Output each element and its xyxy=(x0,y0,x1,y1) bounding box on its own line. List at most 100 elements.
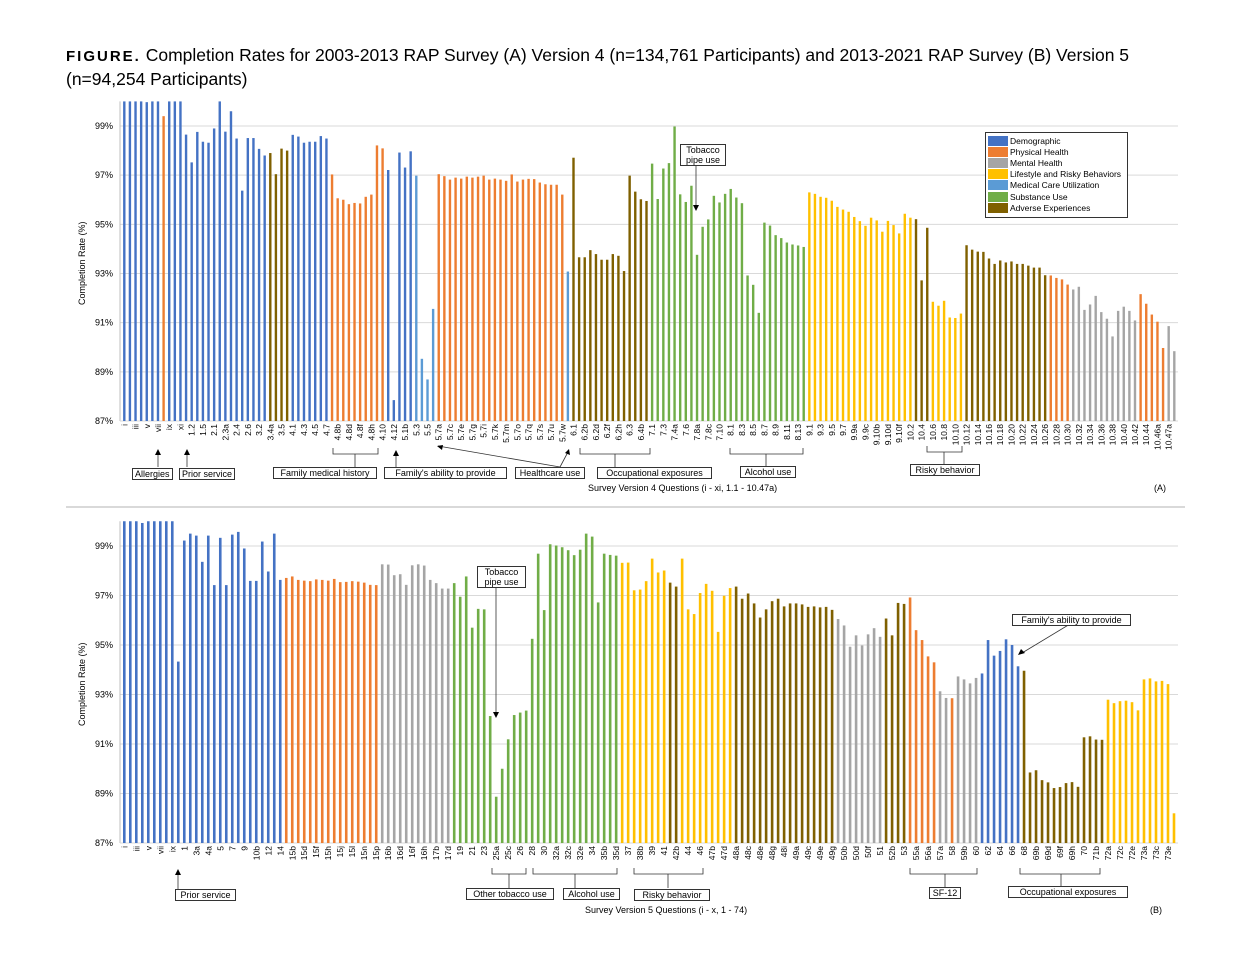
x-tick-label: 5.7u xyxy=(546,424,556,441)
x-tick-label: 72c xyxy=(1115,845,1125,859)
bar xyxy=(434,583,438,843)
bar xyxy=(914,630,918,843)
x-tick-label: 6.2f xyxy=(602,423,612,438)
x-tick-label: 5.7c xyxy=(445,423,455,440)
x-tick-label: 69d xyxy=(1043,846,1053,860)
bar xyxy=(342,199,345,421)
bar xyxy=(190,162,193,421)
x-tick-label: 9.9c xyxy=(860,423,870,440)
bar xyxy=(959,313,963,421)
x-tick-label: 10.20 xyxy=(1006,424,1016,446)
x-tick-label: 6.4b xyxy=(636,424,646,441)
bar xyxy=(1088,736,1092,843)
legend-swatch xyxy=(988,169,1008,180)
bar xyxy=(170,521,174,843)
bar xyxy=(701,226,704,421)
bar xyxy=(374,585,378,843)
bar xyxy=(164,521,168,843)
bar xyxy=(426,379,429,421)
bar xyxy=(530,638,534,843)
x-tick-label: 17b xyxy=(431,846,441,860)
bar xyxy=(362,582,366,843)
bar xyxy=(516,181,519,421)
bar xyxy=(1133,320,1137,421)
bar xyxy=(272,533,276,843)
bar xyxy=(538,182,542,421)
bar xyxy=(1010,645,1014,843)
x-tick-label: 48g xyxy=(767,846,777,860)
bar xyxy=(561,194,564,421)
x-tick-label: 9.9a xyxy=(849,424,859,441)
bar xyxy=(824,606,828,843)
bar xyxy=(656,199,659,421)
bar xyxy=(667,163,671,421)
x-tick-label: 8.13 xyxy=(793,424,803,441)
x-tick-label: 4.5 xyxy=(310,424,320,436)
bar xyxy=(1148,678,1152,843)
x-tick-label: i xyxy=(119,424,129,426)
bar xyxy=(920,640,924,843)
bar xyxy=(1052,788,1056,843)
bar xyxy=(948,317,951,421)
x-tick-label: 15j xyxy=(335,846,345,857)
bar xyxy=(668,582,672,843)
bar xyxy=(897,233,901,421)
x-tick-label: 48e xyxy=(755,846,765,860)
bar xyxy=(608,554,612,843)
bar xyxy=(848,646,852,843)
x-tick-label: 9.1 xyxy=(804,424,814,436)
y-axis-title-b: Completion Rate (%) xyxy=(77,642,87,726)
bar xyxy=(794,603,798,843)
bar xyxy=(235,138,238,421)
bar xyxy=(632,590,636,843)
x-tick-label: 4.8b xyxy=(333,424,343,441)
x-tick-label: 10.8 xyxy=(939,424,949,441)
bar xyxy=(527,178,530,421)
bar xyxy=(152,521,156,843)
bar xyxy=(356,581,360,843)
annotation-alcohol-use-a: Alcohol use xyxy=(740,466,796,478)
bar xyxy=(836,206,839,421)
bar xyxy=(387,170,390,421)
x-tick-label: v xyxy=(142,423,152,428)
annotation-tobacco-pipe-use-b: Tobacco pipe use xyxy=(477,566,526,588)
bar xyxy=(409,151,412,421)
bar xyxy=(448,179,452,421)
annotation-prior-service-a: Prior service xyxy=(179,468,236,480)
bar xyxy=(128,101,132,422)
bar xyxy=(735,197,738,421)
bar xyxy=(926,656,930,843)
annotation-risky-behavior-a: Risky behavior xyxy=(910,464,980,476)
bar xyxy=(710,590,714,843)
x-tick-label: 48a xyxy=(731,846,741,860)
bar xyxy=(1034,770,1038,843)
bar xyxy=(596,602,600,843)
bar xyxy=(974,677,978,843)
x-tick-label: 38b xyxy=(635,846,645,860)
bar xyxy=(207,142,210,421)
legend: Demographic Physical Health Mental Healt… xyxy=(985,132,1128,218)
x-tick-label: 46 xyxy=(695,846,705,856)
legend-swatch xyxy=(988,157,1008,168)
legend-swatch xyxy=(988,135,1008,146)
bar xyxy=(548,544,552,843)
bar xyxy=(500,768,504,843)
figure-label: FIGURE. xyxy=(66,48,141,65)
x-tick-label: 15h xyxy=(323,846,333,860)
bar xyxy=(956,676,960,843)
bar xyxy=(986,640,990,843)
bar xyxy=(510,174,513,421)
bar xyxy=(230,534,234,843)
x-tick-label: 55a xyxy=(911,846,921,860)
bar xyxy=(908,597,912,843)
x-tick-label: 64 xyxy=(995,846,1005,856)
bar xyxy=(320,579,324,843)
x-tick-label: 34 xyxy=(587,846,597,856)
bar xyxy=(886,220,890,421)
y-tick-label: 97% xyxy=(95,591,113,601)
bar xyxy=(470,627,474,843)
bar xyxy=(1100,739,1104,843)
x-tick-label: 66 xyxy=(1007,846,1017,856)
x-tick-label: 5.5 xyxy=(423,424,433,436)
x-tick-label: 1 xyxy=(179,846,189,851)
